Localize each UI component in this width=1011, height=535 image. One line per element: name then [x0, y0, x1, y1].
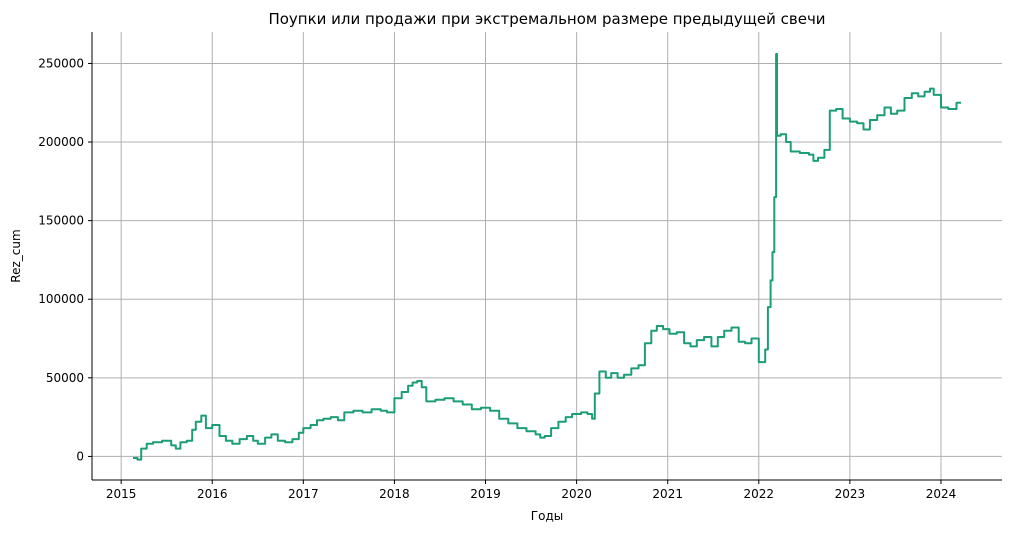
x-tick-label: 2021	[652, 487, 683, 501]
y-tick-label: 150000	[38, 214, 84, 228]
x-tick-label: 2020	[561, 487, 592, 501]
x-axis-label: Годы	[531, 509, 563, 523]
y-tick-label: 50000	[46, 371, 84, 385]
x-grid	[120, 32, 942, 480]
y-tick-label: 200000	[38, 135, 84, 149]
y-tick-label: 100000	[38, 292, 84, 306]
chart-title: Поупки или продажи при экстремальном раз…	[268, 10, 825, 28]
x-tick-label: 2022	[744, 487, 775, 501]
series-layer	[133, 53, 961, 461]
y-grid	[92, 62, 1002, 457]
x-tick-label: 2018	[379, 487, 410, 501]
y-tick-label: 0	[76, 449, 84, 463]
x-tick-label: 2016	[197, 487, 228, 501]
y-tick-label: 250000	[38, 56, 84, 70]
y-axis-label: Rez_cum	[9, 229, 23, 282]
x-tick-label: 2023	[835, 487, 866, 501]
y-ticks: 0 50000 100000 150000 200000 250000	[38, 56, 92, 463]
series-line	[133, 53, 961, 461]
x-tick-label: 2024	[926, 487, 957, 501]
x-tick-label: 2017	[288, 487, 319, 501]
x-tick-label: 2019	[470, 487, 501, 501]
x-tick-label: 2015	[106, 487, 137, 501]
x-ticks: 2015 2016 2017 2018 2019 2020 2021 2022 2023 2024	[106, 480, 956, 501]
